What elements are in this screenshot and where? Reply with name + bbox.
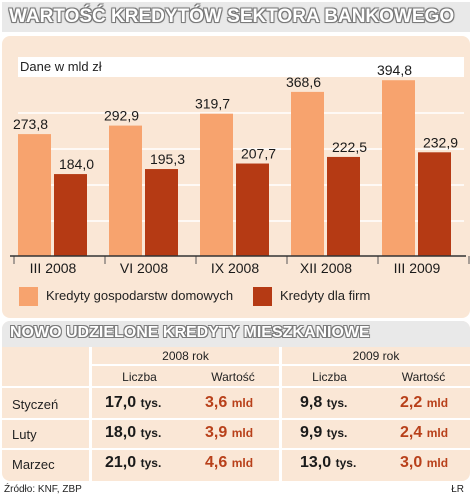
cell-count-2008: 17,0 tys.	[105, 394, 162, 411]
row-separator	[2, 448, 470, 450]
bar-chart: 273,8 184,0 III 2008 292,9 195,3 VI 2008 319,7…	[10, 57, 470, 276]
bar-firms	[54, 174, 87, 256]
data-label-firms: 184,0	[59, 156, 94, 172]
cell-count-2009: 9,9 tys.	[300, 424, 348, 441]
author-initials: ŁR	[451, 484, 464, 495]
cell-value-2008: 3,6 mld	[205, 394, 254, 411]
bar-firms	[418, 152, 451, 256]
data-label-households: 394,8	[377, 62, 412, 78]
data-label-firms: 222,5	[332, 139, 367, 155]
cell-value-2008: 3,9 mld	[205, 424, 254, 441]
table-title-bar: NOWO UDZIELONE KREDYTY MIESZKANIOWE	[2, 321, 470, 347]
legend-swatch-firms	[253, 287, 272, 306]
header-separator	[2, 386, 470, 388]
bar-firms	[327, 156, 360, 256]
data-label-firms: 195,3	[150, 151, 185, 167]
cell-value-2009: 3,0 mld	[400, 454, 449, 471]
chart-title: WARTOŚĆ KREDYTÓW SEKTORA BANKOWEGO	[9, 6, 455, 27]
x-tick-label: III 2009	[394, 260, 441, 276]
column-header-count-2008: Liczba	[122, 370, 157, 384]
header-separator	[89, 364, 470, 366]
bar-households	[18, 134, 51, 256]
x-tick-label: XII 2008	[300, 260, 352, 276]
bar-households	[291, 91, 324, 256]
cell-value-2009: 2,2 mld	[400, 394, 449, 411]
column-header-count-2009: Liczba	[312, 370, 347, 384]
column-separator	[279, 347, 282, 481]
data-label-firms: 232,9	[423, 134, 458, 150]
column-header-value-2009: Wartość	[401, 370, 446, 384]
cell-count-2009: 13,0 tys.	[300, 454, 357, 471]
data-label-households: 368,6	[286, 74, 321, 90]
group-header-2008: 2008 rok	[162, 349, 209, 363]
bar-households	[200, 113, 233, 256]
legend-swatch-households	[19, 287, 38, 306]
source-note: Źródło: KNF, ZBP	[4, 484, 82, 495]
chart-legend: Kredyty gospodarstw domowych Kredyty dla…	[0, 286, 472, 308]
cell-value-2008: 4,6 mld	[205, 454, 254, 471]
row-label-january: Styczeń	[12, 397, 59, 412]
bar-firms	[145, 169, 178, 256]
bar-households	[109, 125, 142, 257]
cell-count-2009: 9,8 tys.	[300, 394, 348, 411]
x-tick-label: IX 2008	[211, 260, 259, 276]
group-header-2009: 2009 rok	[352, 349, 400, 363]
cell-count-2008: 18,0 tys.	[105, 424, 162, 441]
unit-label: Dane w mld zł	[20, 59, 102, 74]
data-label-firms: 207,7	[241, 146, 276, 162]
column-header-value-2008: Wartość	[211, 370, 255, 384]
column-separator	[89, 347, 92, 481]
bar-firms	[236, 163, 269, 256]
data-label-households: 292,9	[104, 108, 139, 124]
x-tick-label: III 2008	[30, 260, 77, 276]
bar-households	[382, 80, 415, 256]
x-tick-label: VI 2008	[120, 260, 168, 276]
row-label-march: Marzec	[12, 457, 55, 472]
unit-label-box	[18, 57, 464, 77]
legend-label-firms: Kredyty dla firm	[280, 288, 371, 303]
table-title: NOWO UDZIELONE KREDYTY MIESZKANIOWE	[10, 324, 370, 341]
title-bar: WARTOŚĆ KREDYTÓW SEKTORA BANKOWEGO	[2, 2, 470, 32]
data-label-households: 273,8	[13, 116, 48, 132]
legend-label-households: Kredyty gospodarstw domowych	[46, 288, 234, 303]
mortgage-table: NOWO UDZIELONE KREDYTY MIESZKANIOWE 2008…	[2, 321, 470, 481]
row-label-february: Luty	[12, 427, 37, 442]
cell-value-2009: 2,4 mld	[400, 424, 449, 441]
cell-count-2008: 21,0 tys.	[105, 454, 162, 471]
row-separator	[2, 418, 470, 420]
data-label-households: 319,7	[195, 96, 230, 112]
